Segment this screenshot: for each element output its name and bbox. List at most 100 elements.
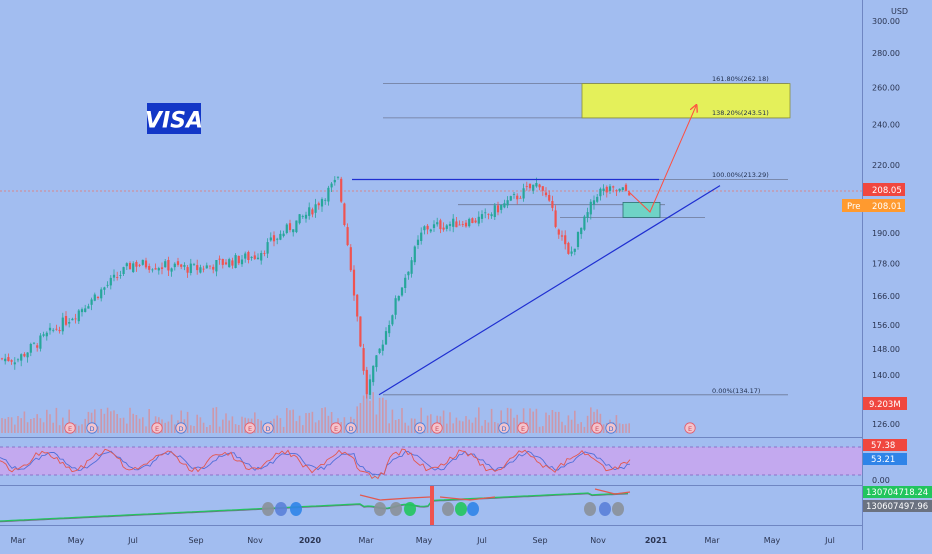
price-tick-0: 300.00 [872,17,900,26]
earnings-marker-11: E [521,425,525,433]
volume-bar-163 [522,408,525,433]
price-tick-9: 148.00 [872,345,900,354]
volume-bar-8 [26,422,29,433]
volume-bar-87 [279,418,282,433]
volume-bar-81 [260,420,262,433]
candle-body-69 [221,259,224,265]
volume-bar-148 [474,417,477,433]
candle-body-187 [599,188,602,197]
volume-bar-53 [170,414,173,433]
price-tick-7: 166.00 [872,292,900,301]
visa-logo-text: VISA [145,109,203,134]
event-marker-9 [431,422,443,434]
cumulative-signal-10 [599,502,611,516]
volume-value: 9.203M [869,400,901,410]
candle-body-112 [359,316,362,347]
volume-bar-151 [484,420,486,433]
event-marker-8 [414,422,426,434]
candle-body-49 [157,268,160,271]
volume-bar-129 [414,418,416,433]
candle-body-130 [416,239,420,245]
oscillator-value-1: 57.38 [871,441,895,451]
volume-bar-60 [193,426,195,433]
volume-bar-62 [199,417,202,433]
volume-bar-194 [622,424,624,433]
cumulative-signal-6 [442,502,454,516]
candle-body-22 [71,318,74,321]
candle-body-153 [490,214,493,217]
candle-body-110 [352,269,356,296]
volume-bar-97 [311,411,314,433]
volume-bar-90 [289,410,291,433]
candle-body-147 [471,218,474,223]
candle-body-66 [212,266,215,270]
volume-bar-122 [391,409,394,433]
candle-body-119 [381,344,384,351]
volume-bar-187 [599,413,602,433]
earnings-marker-12: E [595,425,599,433]
volume-bar-159 [510,408,512,433]
volume-bar-25 [81,424,83,433]
volume-bar-5 [17,416,19,433]
candle-body-54 [173,263,176,268]
candle-body-167 [535,183,538,187]
event-marker-10 [498,422,510,434]
candle-body-151 [484,212,487,214]
fib-label-161: 161.80%(262.18) [712,75,769,83]
candle-body-127 [407,271,410,276]
volume-bar-94 [302,425,304,433]
volume-bar-120 [385,399,387,433]
candle-body-64 [205,265,208,269]
time-label-3: Sep [188,536,203,545]
candle-body-92 [295,220,298,233]
candle-body-107 [343,203,346,225]
candle-body-163 [522,188,525,199]
volume-bar-171 [548,415,550,433]
volume-bar-16 [52,422,54,433]
volume-bar-102 [327,415,330,433]
volume-bar-149 [478,407,480,433]
premarket-label: Pre [847,202,861,212]
candle-body-78 [250,256,253,258]
candle-body-178 [570,251,573,254]
volume-bar-147 [471,422,474,433]
candle-body-59 [189,263,192,273]
volume-tag: 9.203M [863,397,907,410]
candle-body-140 [448,224,452,226]
price-tick-11: 126.00 [872,420,900,429]
volume-bar-177 [567,415,570,433]
volume-bar-18 [58,425,61,433]
candle-body-155 [496,205,500,213]
volume-bar-172 [551,410,554,433]
volume-bar-193 [618,423,621,433]
currency-label: USD [891,7,908,16]
volume-bar-70 [225,413,227,433]
volume-bar-111 [356,406,358,433]
earnings-marker-0: E [68,425,72,433]
volume-bar-11 [36,414,38,433]
volume-bar-181 [580,422,582,433]
volume-bar-99 [318,420,320,433]
earnings-marker-9: E [435,425,439,433]
cumulative-signal-5 [404,502,416,516]
candle-body-122 [391,315,394,325]
volume-bar-154 [494,422,496,433]
candle-body-133 [426,225,429,230]
candle-body-126 [404,277,407,288]
candle-body-12 [39,335,42,349]
volume-bar-39 [126,423,128,433]
volume-bar-19 [62,417,64,433]
volume-bar-131 [420,407,422,433]
volume-bar-119 [382,397,384,433]
time-label-10: Nov [590,536,606,545]
candle-body-33 [106,284,109,286]
candle-body-166 [532,184,535,191]
candle-body-29 [93,294,96,301]
earnings-marker-6: E [334,425,338,433]
candle-body-109 [349,247,352,271]
candle-body-1 [4,358,7,362]
time-label-1: May [68,536,85,545]
volume-bar-144 [462,421,464,433]
candle-body-56 [180,264,183,267]
